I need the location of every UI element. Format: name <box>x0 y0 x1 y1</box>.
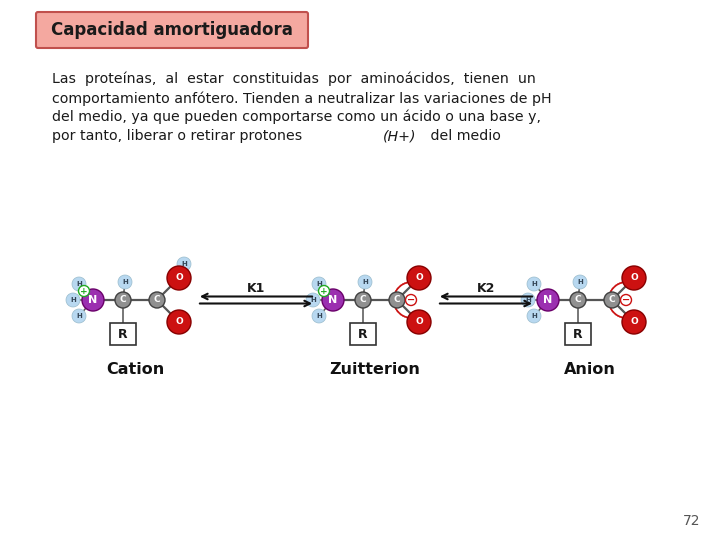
Circle shape <box>322 289 344 311</box>
Circle shape <box>405 294 416 306</box>
Text: H: H <box>76 313 82 319</box>
Text: por tanto, liberar o retirar protones: por tanto, liberar o retirar protones <box>52 129 307 143</box>
FancyBboxPatch shape <box>36 12 308 48</box>
Circle shape <box>521 293 535 307</box>
Text: (H+): (H+) <box>383 129 416 143</box>
Text: H: H <box>70 297 76 303</box>
Circle shape <box>389 292 405 308</box>
Text: H: H <box>577 279 583 285</box>
Text: del medio, ya que pueden comportarse como un ácido o una base y,: del medio, ya que pueden comportarse com… <box>52 110 541 125</box>
Text: C: C <box>120 295 126 305</box>
Circle shape <box>306 293 320 307</box>
Text: K1: K1 <box>247 281 265 294</box>
Circle shape <box>573 275 587 289</box>
Circle shape <box>622 266 646 290</box>
Text: C: C <box>608 295 616 305</box>
Text: del medio: del medio <box>426 129 501 143</box>
Text: C: C <box>394 295 400 305</box>
Text: R: R <box>118 327 128 341</box>
Text: Cation: Cation <box>106 362 164 377</box>
Text: O: O <box>630 318 638 327</box>
Text: H: H <box>316 313 322 319</box>
Text: O: O <box>175 318 183 327</box>
Text: +: + <box>80 287 88 295</box>
Text: N: N <box>328 295 338 305</box>
Circle shape <box>312 277 326 291</box>
Text: comportamiento anfótero. Tienden a neutralizar las variaciones de pH: comportamiento anfótero. Tienden a neutr… <box>52 91 552 105</box>
Circle shape <box>167 266 191 290</box>
FancyBboxPatch shape <box>110 323 136 345</box>
Text: N: N <box>544 295 553 305</box>
Circle shape <box>355 292 371 308</box>
Text: −: − <box>407 295 415 305</box>
Text: Anion: Anion <box>564 362 616 377</box>
Text: H: H <box>310 297 316 303</box>
Text: H: H <box>181 261 187 267</box>
Circle shape <box>177 257 191 271</box>
Text: C: C <box>153 295 161 305</box>
Text: 72: 72 <box>683 514 700 528</box>
Text: O: O <box>175 273 183 282</box>
Circle shape <box>115 292 131 308</box>
Circle shape <box>621 294 631 306</box>
Text: H: H <box>122 279 128 285</box>
Text: R: R <box>573 327 582 341</box>
Text: H: H <box>525 297 531 303</box>
FancyBboxPatch shape <box>350 323 376 345</box>
Circle shape <box>407 266 431 290</box>
Circle shape <box>527 309 541 323</box>
Circle shape <box>149 292 165 308</box>
FancyBboxPatch shape <box>565 323 591 345</box>
Circle shape <box>66 293 80 307</box>
Circle shape <box>537 289 559 311</box>
Text: Las  proteínas,  al  estar  constituidas  por  aminoácidos,  tienen  un: Las proteínas, al estar constituidas por… <box>52 72 536 86</box>
Text: +: + <box>320 287 328 295</box>
Text: O: O <box>415 318 423 327</box>
Text: O: O <box>415 273 423 282</box>
Text: O: O <box>630 273 638 282</box>
Circle shape <box>622 310 646 334</box>
Text: H: H <box>531 313 537 319</box>
Circle shape <box>312 309 326 323</box>
Text: H: H <box>362 279 368 285</box>
Circle shape <box>407 310 431 334</box>
Text: Capacidad amortiguadora: Capacidad amortiguadora <box>51 21 293 39</box>
Text: K2: K2 <box>477 281 495 294</box>
Circle shape <box>358 275 372 289</box>
Circle shape <box>318 286 330 296</box>
Text: H: H <box>316 281 322 287</box>
Text: R: R <box>358 327 368 341</box>
Circle shape <box>570 292 586 308</box>
Circle shape <box>78 286 89 296</box>
Circle shape <box>118 275 132 289</box>
Circle shape <box>604 292 620 308</box>
Circle shape <box>82 289 104 311</box>
Text: C: C <box>360 295 366 305</box>
Circle shape <box>72 309 86 323</box>
Text: C: C <box>575 295 581 305</box>
Text: H: H <box>531 281 537 287</box>
Text: N: N <box>89 295 98 305</box>
Circle shape <box>167 310 191 334</box>
Text: −: − <box>622 295 630 305</box>
Text: H: H <box>76 281 82 287</box>
Circle shape <box>72 277 86 291</box>
Circle shape <box>527 277 541 291</box>
Text: Zuitterion: Zuitterion <box>330 362 420 377</box>
